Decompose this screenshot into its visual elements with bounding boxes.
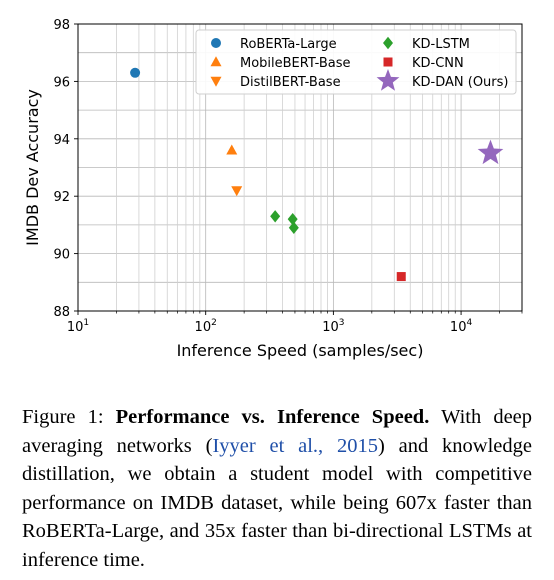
legend-label: RoBERTa-Large [240,37,337,52]
y-tick-label: 88 [53,305,70,320]
data-point-triangle-down [231,186,243,197]
legend-label: KD-LSTM [412,37,470,52]
citation-link[interactable]: Iyyer et al., 2015 [212,434,378,457]
legend-label: KD-DAN (Ours) [412,75,509,90]
legend-marker-diamond [383,36,393,50]
legend-box [195,29,517,95]
data-point-square [396,272,406,282]
data-point-circle [130,67,141,78]
data-point-diamond [270,210,281,223]
legend-marker-square [383,57,393,67]
figure-caption: Figure 1: Performance vs. Inference Spee… [22,403,532,574]
x-tick-label: 102 [195,318,217,335]
data-points [130,67,504,282]
y-tick-label: 92 [53,190,70,205]
legend-marker-star [376,69,400,91]
legend-marker-triangle-down [210,76,222,87]
data-point-diamond [288,221,299,234]
scatter-chart: 88 90 92 94 96 98 101 102 103 104 Inference Speed… [23,18,523,360]
caption-label: Figure 1: [22,406,104,428]
y-axis-label: IMDB Dev Accuracy [23,89,42,246]
legend-label: DistilBERT-Base [240,75,341,90]
y-tick-label: 94 [53,133,70,148]
caption-text-2: ) and knowledge distillation, we obtain … [22,434,532,571]
chart-svg: 88 90 92 94 96 98 101 102 103 104 Inference Speed… [23,18,523,360]
caption-text-1: With deep averaging networks ( [22,406,533,457]
caption-title: Performance vs. Inference Speed. [115,406,430,428]
legend: RoBERTa-Large MobileBERT-Base DistilBERT-B… [195,29,517,95]
x-axis-label: Inference Speed (samples/sec) [177,341,424,360]
x-tick-label: 103 [322,318,344,335]
x-tick-label: 104 [450,318,473,335]
data-point-star [477,139,504,165]
data-point-triangle-up [226,144,238,155]
legend-marker-circle [211,38,221,48]
legend-marker-triangle-up [210,56,222,67]
legend-label: KD-CNN [412,56,464,71]
y-tick-label: 90 [53,248,70,263]
y-tick-label: 96 [53,75,70,90]
plot-frame [77,23,523,312]
x-tick-label: 101 [67,318,89,335]
axis-ticks: 88 90 92 94 96 98 101 102 103 104 [53,18,523,335]
data-point-diamond [287,212,298,226]
legend-label: MobileBERT-Base [240,56,351,71]
y-tick-label: 98 [53,18,70,33]
